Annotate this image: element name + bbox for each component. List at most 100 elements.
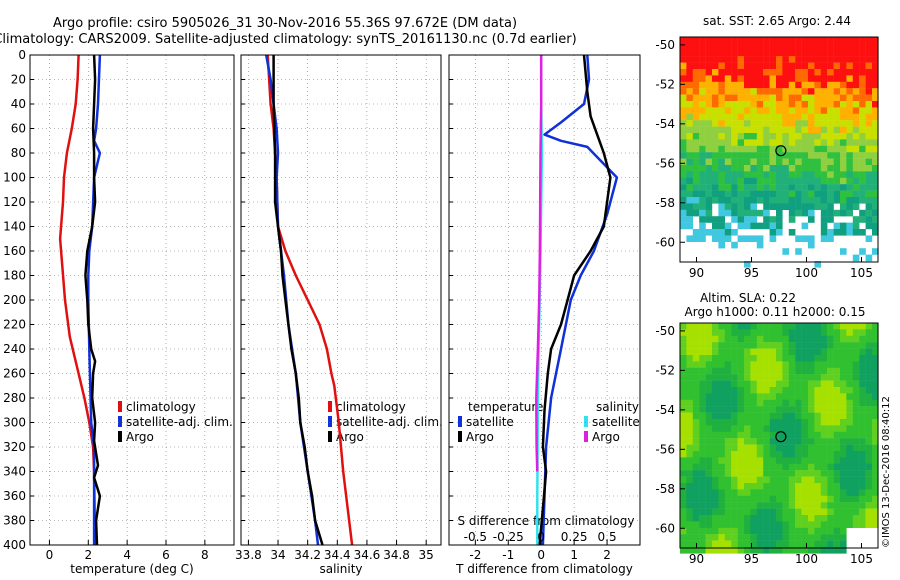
map-cell	[680, 547, 687, 554]
map-cell	[865, 406, 873, 413]
map-cell	[872, 184, 879, 191]
map-cell	[859, 419, 866, 426]
map-cell	[712, 37, 719, 44]
map-cell	[699, 438, 706, 445]
legend-label-argo: Argo	[126, 430, 154, 444]
map-cell	[852, 399, 860, 407]
map-cell	[808, 120, 815, 127]
map-cell	[718, 438, 725, 445]
map-cell	[865, 62, 873, 70]
map-cell	[731, 62, 738, 70]
map-cell	[705, 483, 713, 490]
map-cell	[865, 158, 873, 166]
map-cell	[820, 419, 828, 426]
map-cell	[827, 470, 834, 477]
map-cell	[840, 49, 847, 57]
map-cell	[718, 209, 725, 217]
map-cell	[795, 43, 802, 50]
map-cell	[744, 69, 751, 76]
map-cell	[808, 348, 815, 356]
map-cell	[852, 184, 860, 191]
map-cell	[782, 43, 789, 50]
map-cell	[680, 534, 687, 541]
map-cell	[776, 171, 783, 178]
map-cell	[699, 495, 706, 503]
map-cell	[801, 222, 809, 230]
map-cell	[782, 197, 789, 204]
map-cell	[680, 361, 687, 368]
map-cell	[705, 113, 713, 121]
map-cell	[731, 329, 738, 336]
map-cell	[705, 534, 713, 541]
map-cell	[833, 515, 841, 522]
map-cell	[859, 457, 866, 464]
map-cell	[840, 502, 847, 509]
map-cell	[718, 495, 725, 503]
map-cell	[705, 43, 713, 50]
map-cell	[750, 197, 757, 204]
map-cell	[795, 444, 802, 452]
map-cell	[763, 335, 770, 343]
map-cell	[705, 165, 713, 172]
map-cell	[872, 431, 879, 439]
legend-label-argo: Argo	[336, 430, 364, 444]
map-cell	[737, 348, 745, 356]
map-cell	[756, 158, 764, 166]
map-cell	[724, 438, 732, 445]
map-cell	[782, 126, 789, 134]
map-cell	[833, 222, 841, 230]
map-cell	[872, 476, 879, 484]
map-cell	[705, 527, 713, 535]
map-cell	[724, 171, 732, 178]
map-cell	[699, 120, 706, 127]
map-cell	[846, 419, 853, 426]
map-cell	[859, 335, 866, 343]
map-cell	[814, 521, 821, 528]
map-cell	[820, 107, 828, 114]
map-cell	[744, 393, 751, 400]
map-frame	[679, 322, 879, 549]
map-cell	[692, 37, 700, 44]
map-cell	[769, 49, 777, 57]
map-cell	[788, 374, 796, 381]
map-cell	[820, 527, 828, 535]
map-cell	[840, 540, 847, 548]
map-cell	[852, 451, 860, 458]
map-cell	[872, 521, 879, 528]
map-cell	[686, 107, 693, 114]
map-cell	[692, 547, 700, 554]
map-cell	[788, 470, 796, 477]
map-cell	[776, 229, 783, 236]
map-cell	[814, 451, 821, 458]
map-cell	[814, 165, 821, 172]
map-cell	[744, 209, 751, 217]
map-cell	[801, 177, 809, 185]
map-cell	[737, 444, 745, 452]
map-cell	[724, 483, 732, 490]
map-cell	[750, 361, 757, 368]
map-cell	[763, 158, 770, 166]
map-cell	[827, 69, 834, 76]
map-cell	[718, 470, 725, 477]
map-cell	[795, 203, 802, 210]
map-cell	[852, 139, 860, 146]
map-cell	[763, 139, 770, 146]
map-cell	[737, 380, 745, 388]
map-cell	[795, 431, 802, 439]
map-cell	[795, 126, 802, 134]
map-cell	[724, 329, 732, 336]
map-cell	[724, 209, 732, 217]
map-cell	[788, 342, 796, 349]
map-cell	[744, 216, 751, 223]
map-cell	[718, 177, 725, 185]
map-cell	[731, 171, 738, 178]
map-cell	[840, 534, 847, 541]
map-cell	[724, 75, 732, 82]
map-cell	[686, 203, 693, 210]
map-cell	[801, 113, 809, 121]
map-cell	[782, 133, 789, 140]
map-cell	[692, 62, 700, 70]
map-cell	[756, 355, 764, 362]
map-cell	[788, 515, 796, 522]
map-cell	[859, 88, 866, 95]
